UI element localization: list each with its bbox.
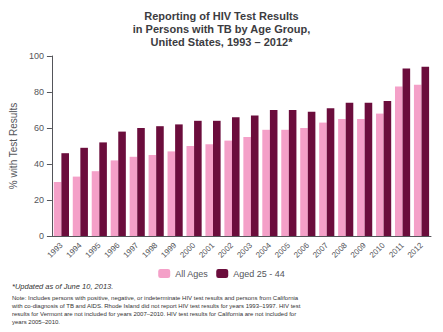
svg-text:2007: 2007 (311, 240, 330, 259)
svg-text:1993: 1993 (46, 240, 65, 259)
svg-text:2008: 2008 (330, 240, 349, 259)
svg-text:2011: 2011 (387, 240, 406, 259)
svg-text:Reporting of HIV Test Results: Reporting of HIV Test Results (144, 10, 298, 22)
svg-text:80: 80 (34, 87, 44, 97)
svg-text:in Persons with TB by Age Grou: in Persons with TB by Age Group, (133, 23, 310, 35)
svg-text:1998: 1998 (140, 240, 159, 259)
svg-text:2009: 2009 (349, 240, 368, 259)
svg-text:years 2005–2010.: years 2005–2010. (12, 319, 60, 325)
svg-text:results for Vermont are not in: results for Vermont are not included for… (12, 311, 296, 317)
svg-text:1997: 1997 (121, 240, 140, 259)
svg-text:Aged 25 - 44: Aged 25 - 44 (233, 269, 285, 279)
svg-text:with co-diagnosis of TB and AI: with co-diagnosis of TB and AIDS. Rhode … (11, 303, 301, 309)
svg-text:1995: 1995 (84, 240, 103, 259)
svg-text:% with Test Results: % with Test Results (8, 103, 19, 190)
svg-text:40: 40 (34, 159, 44, 169)
svg-text:2010: 2010 (368, 240, 387, 259)
svg-text:2006: 2006 (292, 240, 311, 259)
svg-text:2012: 2012 (406, 240, 425, 259)
svg-text:2000: 2000 (178, 240, 197, 259)
svg-text:2002: 2002 (216, 240, 235, 259)
svg-text:2003: 2003 (235, 240, 254, 259)
svg-text:1994: 1994 (65, 240, 84, 259)
svg-text:All Ages: All Ages (175, 269, 208, 279)
svg-text:1999: 1999 (159, 240, 178, 259)
svg-text:100: 100 (29, 51, 44, 61)
svg-text:*Updated as of June 10, 2013.: *Updated as of June 10, 2013. (12, 282, 113, 291)
svg-text:1996: 1996 (103, 240, 122, 259)
svg-text:2004: 2004 (254, 240, 273, 259)
svg-text:2001: 2001 (197, 240, 216, 259)
svg-text:2005: 2005 (273, 240, 292, 259)
svg-text:United States, 1993 – 2012*: United States, 1993 – 2012* (151, 36, 294, 48)
svg-text:Note: Includes persons with po: Note: Includes persons with positive, ne… (12, 295, 299, 301)
svg-text:60: 60 (34, 123, 44, 133)
svg-text:20: 20 (34, 195, 44, 205)
svg-text:0: 0 (39, 231, 44, 241)
